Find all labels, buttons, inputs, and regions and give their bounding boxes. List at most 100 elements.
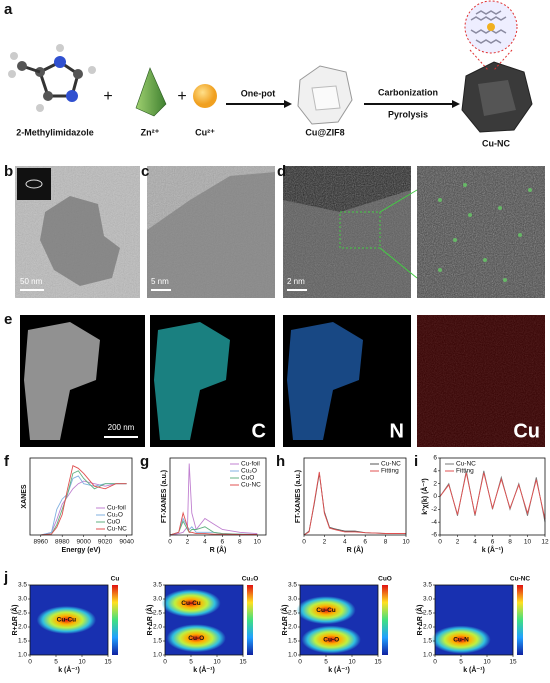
y-tick-label: 2.5 bbox=[423, 610, 432, 617]
x-tick-label: 0 bbox=[163, 659, 167, 666]
x-tick-label: 2 bbox=[186, 539, 190, 546]
peak-label: Cu-Cu bbox=[316, 607, 336, 614]
scale-label: 50 nm bbox=[20, 277, 43, 286]
single-atoms bbox=[438, 183, 532, 282]
atom bbox=[43, 91, 53, 101]
x-tick-label: 15 bbox=[374, 659, 382, 666]
map-title: Cu-NC bbox=[510, 576, 531, 583]
polyhedron-face bbox=[311, 85, 341, 111]
micrographs bbox=[15, 166, 545, 298]
panel-label: a bbox=[4, 1, 13, 18]
legend-label: Cu₂O bbox=[107, 512, 123, 519]
x-tick-label: 0 bbox=[438, 539, 442, 546]
map-title: CuO bbox=[378, 576, 392, 583]
x-axis-label: k (Å⁻¹) bbox=[193, 665, 215, 674]
plot-frame bbox=[29, 584, 109, 656]
x-tick-label: 5 bbox=[459, 659, 463, 666]
x-tick-label: 8 bbox=[238, 539, 242, 546]
series-line bbox=[303, 473, 406, 536]
x-tick-label: 10 bbox=[483, 659, 491, 666]
panel-label: i bbox=[414, 453, 418, 470]
y-tick-label: 3.5 bbox=[18, 582, 27, 589]
x-tick-label: 8980 bbox=[55, 539, 70, 546]
series-line bbox=[303, 471, 406, 536]
zoom-line bbox=[379, 247, 418, 279]
map-field bbox=[296, 596, 360, 653]
x-tick-label: 6 bbox=[491, 539, 495, 546]
legend-label: Cu-NC bbox=[381, 461, 401, 468]
y-tick-label: 1.5 bbox=[288, 638, 297, 645]
y-axis-label: XANES bbox=[21, 484, 28, 508]
panel-label: e bbox=[4, 311, 12, 328]
y-tick-label: 0 bbox=[433, 493, 437, 500]
y-axis-label: R+ΔR (Å) bbox=[415, 605, 424, 636]
map-field bbox=[431, 626, 490, 654]
scheme: + + bbox=[8, 0, 533, 133]
y-tick-label: 3.0 bbox=[153, 596, 162, 603]
scale-label: 2 nm bbox=[287, 277, 305, 286]
colorbar bbox=[247, 585, 253, 655]
x-tick-label: 0 bbox=[302, 539, 306, 546]
x-axis-label: R (Å) bbox=[347, 545, 364, 554]
x-axis-label: R (Å) bbox=[210, 545, 227, 554]
y-tick-label: 3.5 bbox=[153, 582, 162, 589]
particle-edge bbox=[147, 172, 275, 298]
intensity-spot bbox=[296, 596, 355, 624]
x-tick-label: 12 bbox=[541, 539, 549, 546]
y-tick-label: 2.0 bbox=[288, 624, 297, 631]
atom bbox=[73, 69, 83, 79]
map-title: Cu₂O bbox=[242, 576, 259, 583]
x-tick-label: 0 bbox=[168, 539, 172, 546]
step-label: Pyrolysis bbox=[388, 109, 428, 119]
x-tick-label: 2 bbox=[323, 539, 327, 546]
y-tick-label: 2.5 bbox=[288, 610, 297, 617]
y-tick-label: 1.0 bbox=[423, 652, 432, 659]
y-tick-label: 2.0 bbox=[423, 624, 432, 631]
y-tick-label: 2 bbox=[433, 480, 437, 487]
panel-label: g bbox=[140, 453, 149, 470]
plot-frame bbox=[299, 584, 379, 656]
x-axis-label: k (Å⁻¹) bbox=[463, 665, 485, 674]
step-label: One-pot bbox=[241, 88, 276, 98]
x-tick-label: 5 bbox=[324, 659, 328, 666]
y-tick-label: 2.5 bbox=[153, 610, 162, 617]
atom bbox=[56, 44, 64, 52]
intensity-spot bbox=[431, 626, 490, 654]
peak-label: Cu-O bbox=[323, 636, 339, 643]
plus: + bbox=[103, 88, 112, 105]
zoom-line bbox=[493, 49, 513, 71]
reactant-label: 2-Methylimidazole bbox=[16, 127, 94, 137]
x-tick-label: 10 bbox=[402, 539, 410, 546]
intensity-spot bbox=[302, 626, 361, 654]
atom bbox=[54, 56, 66, 68]
legend-label: Fitting bbox=[381, 468, 399, 475]
peak-label: Cu-Cu bbox=[57, 617, 77, 624]
x-tick-label: 15 bbox=[104, 659, 112, 666]
series-line bbox=[40, 470, 127, 536]
panel-label: d bbox=[277, 163, 286, 180]
particles bbox=[40, 196, 120, 286]
mapping bbox=[20, 315, 545, 447]
cu-texture bbox=[417, 315, 545, 447]
panel-label: b bbox=[4, 163, 13, 180]
x-tick-label: 8 bbox=[384, 539, 388, 546]
c-signal bbox=[154, 322, 230, 440]
legend-label: CuO bbox=[107, 519, 120, 526]
y-axis-label: R+ΔR (Å) bbox=[145, 605, 154, 636]
particle bbox=[24, 322, 100, 440]
sphere bbox=[193, 84, 217, 108]
pyramid bbox=[135, 67, 167, 117]
intensity-spot bbox=[167, 624, 226, 652]
legend-label: Cu₂O bbox=[241, 468, 257, 475]
x-tick-label: 4 bbox=[203, 539, 207, 546]
plot-frame bbox=[164, 584, 244, 656]
x-tick-label: 0 bbox=[298, 659, 302, 666]
x-tick-label: 8 bbox=[508, 539, 512, 546]
x-tick-label: 15 bbox=[509, 659, 517, 666]
x-tick-label: 10 bbox=[213, 659, 221, 666]
x-tick-label: 6 bbox=[363, 539, 367, 546]
x-tick-label: 5 bbox=[54, 659, 58, 666]
reactant-label: Zn²⁺ bbox=[141, 127, 160, 137]
y-tick-label: -2 bbox=[431, 506, 437, 513]
y-tick-label: 1.0 bbox=[18, 652, 27, 659]
